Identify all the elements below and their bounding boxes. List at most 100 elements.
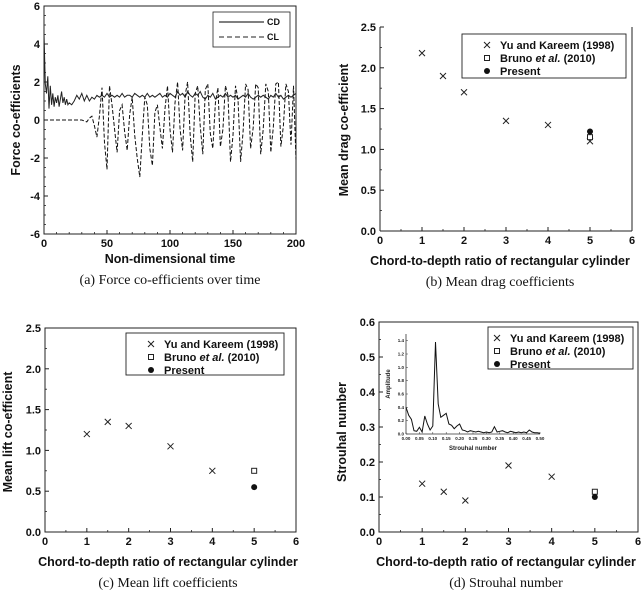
y-tick-label: 2	[34, 77, 40, 89]
inset-x-tick-label: 0.15	[442, 436, 451, 441]
marker-x	[483, 41, 491, 49]
y-tick-label: 1.5	[361, 104, 376, 116]
panel-c-ticks: 0 1 2 3 4 5 6 0.0 0.5 1.0 1.5 2.0 2.5	[26, 323, 299, 548]
panel-d-xlabel: Chord-to-depth ratio of rectangular cyli…	[376, 555, 636, 569]
marker-x	[461, 497, 469, 504]
panel-b-points	[418, 49, 594, 145]
legend-cl-label: CL	[267, 32, 279, 42]
x-tick-label: 200	[287, 238, 305, 250]
x-tick-label: 100	[161, 238, 179, 250]
x-tick-label: 2	[461, 235, 467, 247]
marker-square	[587, 134, 593, 141]
y-tick-label: 4	[34, 39, 41, 51]
inset-x-tick-label: 0.30	[482, 436, 491, 441]
marker-x	[147, 340, 155, 348]
x-tick-label: 3	[503, 235, 509, 247]
marker-dot	[484, 68, 490, 74]
panel-a-force-coefficients: 0 50 100 150 200 -6 -4 -2 0 2 4 6 CD CL Non-dimensi…	[9, 1, 305, 288]
panel-c-xlabel: Chord-to-depth ratio of rectangular cyli…	[38, 555, 298, 569]
y-tick-label: 6	[34, 1, 40, 13]
inset-y-tick-label: 1.2	[398, 352, 405, 357]
x-tick-label: 2	[126, 536, 132, 548]
y-tick-label: 1.0	[26, 445, 41, 457]
legend-bruno-label: Bruno et al. (2010)	[500, 53, 596, 65]
x-tick-label: 0	[377, 235, 383, 247]
panel-a-legend: CD CL	[212, 11, 291, 48]
legend-present-label: Present	[500, 66, 541, 78]
x-tick-label: 3	[505, 536, 511, 548]
marker-dot	[494, 361, 500, 367]
marker-x	[83, 430, 91, 438]
marker-x	[418, 480, 426, 488]
inset-x-tick-label: 0.00	[402, 436, 411, 441]
panel-a-series	[43, 32, 297, 178]
inset-x-tick-label: 0.20	[455, 436, 464, 441]
inset-y-tick-label: 0.0	[398, 432, 405, 437]
y-tick-label: 2.5	[26, 323, 41, 335]
marker-x	[548, 473, 556, 481]
marker-dot	[591, 494, 598, 500]
x-tick-label: 6	[629, 235, 635, 247]
x-tick-label: 4	[545, 235, 552, 247]
legend-bruno-label: Bruno et al. (2010)	[164, 352, 260, 364]
inset-x-tick-label: 0.05	[415, 436, 424, 441]
x-tick-label: 5	[587, 235, 593, 247]
inset-x-tick-label: 0.50	[536, 436, 545, 441]
inset-y-tick-label: 0.4	[398, 405, 405, 410]
inset-x-tick-label: 0.35	[495, 436, 504, 441]
inset-y-tick-label: 0.2	[398, 418, 405, 423]
panel-d-points	[418, 462, 598, 504]
x-tick-label: 5	[592, 536, 598, 548]
x-tick-label: 5	[251, 536, 257, 548]
inset-x-tick-label: 0.25	[469, 436, 478, 441]
panel-c-legend: Yu and Kareem (1998)Bruno et al. (2010)P…	[125, 332, 285, 377]
legend-bruno-year: (2010)	[561, 53, 596, 65]
marker-x	[544, 121, 552, 129]
marker-square	[251, 467, 258, 474]
legend-present-label: Present	[510, 359, 551, 371]
marker-x	[208, 467, 216, 475]
marker-x	[460, 88, 468, 96]
inset-y-tick-label: 0.6	[398, 392, 405, 397]
legend-bruno-name: Bruno	[510, 346, 545, 358]
legend-box	[487, 326, 634, 370]
marker-square	[494, 348, 500, 354]
legend-bruno-etal: et al.	[199, 352, 224, 364]
y-tick-label: 2.0	[361, 63, 376, 75]
series-cd-line	[43, 32, 297, 109]
legend-cd-label: CD	[267, 17, 280, 27]
marker-x	[505, 462, 512, 469]
marker-x	[418, 49, 426, 57]
marker-dot	[148, 367, 154, 373]
x-tick-label: 3	[167, 536, 173, 548]
panel-d-legend: Yu and Kareem (1998)Bruno et al. (2010)P…	[487, 326, 634, 371]
panel-d-ylabel: Strouhal number	[335, 382, 349, 482]
legend-yu-label: Yu and Kareem (1998)	[510, 333, 625, 345]
marker-square	[591, 488, 598, 495]
panel-d-strouhal: 0 1 2 3 4 5 6 0.0 0.1 0.2 0.3 0.4 0.5 0.6 0.00 0.05 0.1…	[335, 317, 641, 591]
x-tick-label: 2	[462, 536, 468, 548]
panel-d-ticks: 0 1 2 3 4 5 6 0.0 0.1 0.2 0.3 0.4 0.5 0.6	[360, 317, 641, 548]
inset-y-tick-label: 0.8	[398, 378, 405, 383]
legend-bruno-name: Bruno	[164, 352, 199, 364]
y-tick-label: 0	[34, 115, 40, 127]
x-tick-label: 150	[224, 238, 242, 250]
x-tick-label: 4	[209, 536, 216, 548]
panel-b-ticks: 0 1 2 3 4 5 6 0.0 0.5 1.0 1.5 2.0 2.5	[361, 22, 635, 247]
marker-x	[167, 442, 174, 450]
panel-c-mean-lift: 0 1 2 3 4 5 6 0.0 0.5 1.0 1.5 2.0 2.5 Yu and Kareem …	[1, 323, 299, 591]
x-tick-label: 1	[84, 536, 90, 548]
legend-bruno-year: (2010)	[225, 352, 260, 364]
y-tick-label: 0.4	[360, 387, 376, 399]
y-tick-label: 0.5	[361, 185, 376, 197]
x-tick-label: 1	[419, 536, 425, 548]
legend-yu-label: Yu and Kareem (1998)	[500, 40, 615, 52]
legend-bruno-etal: et al.	[535, 53, 560, 65]
y-tick-label: 0.0	[26, 527, 41, 539]
legend-bruno-label: Bruno et al. (2010)	[510, 346, 606, 358]
x-tick-label: 4	[549, 536, 556, 548]
y-tick-label: 0.0	[360, 527, 375, 539]
legend-bruno-year: (2010)	[571, 346, 606, 358]
panel-a-legend-box	[212, 11, 291, 48]
